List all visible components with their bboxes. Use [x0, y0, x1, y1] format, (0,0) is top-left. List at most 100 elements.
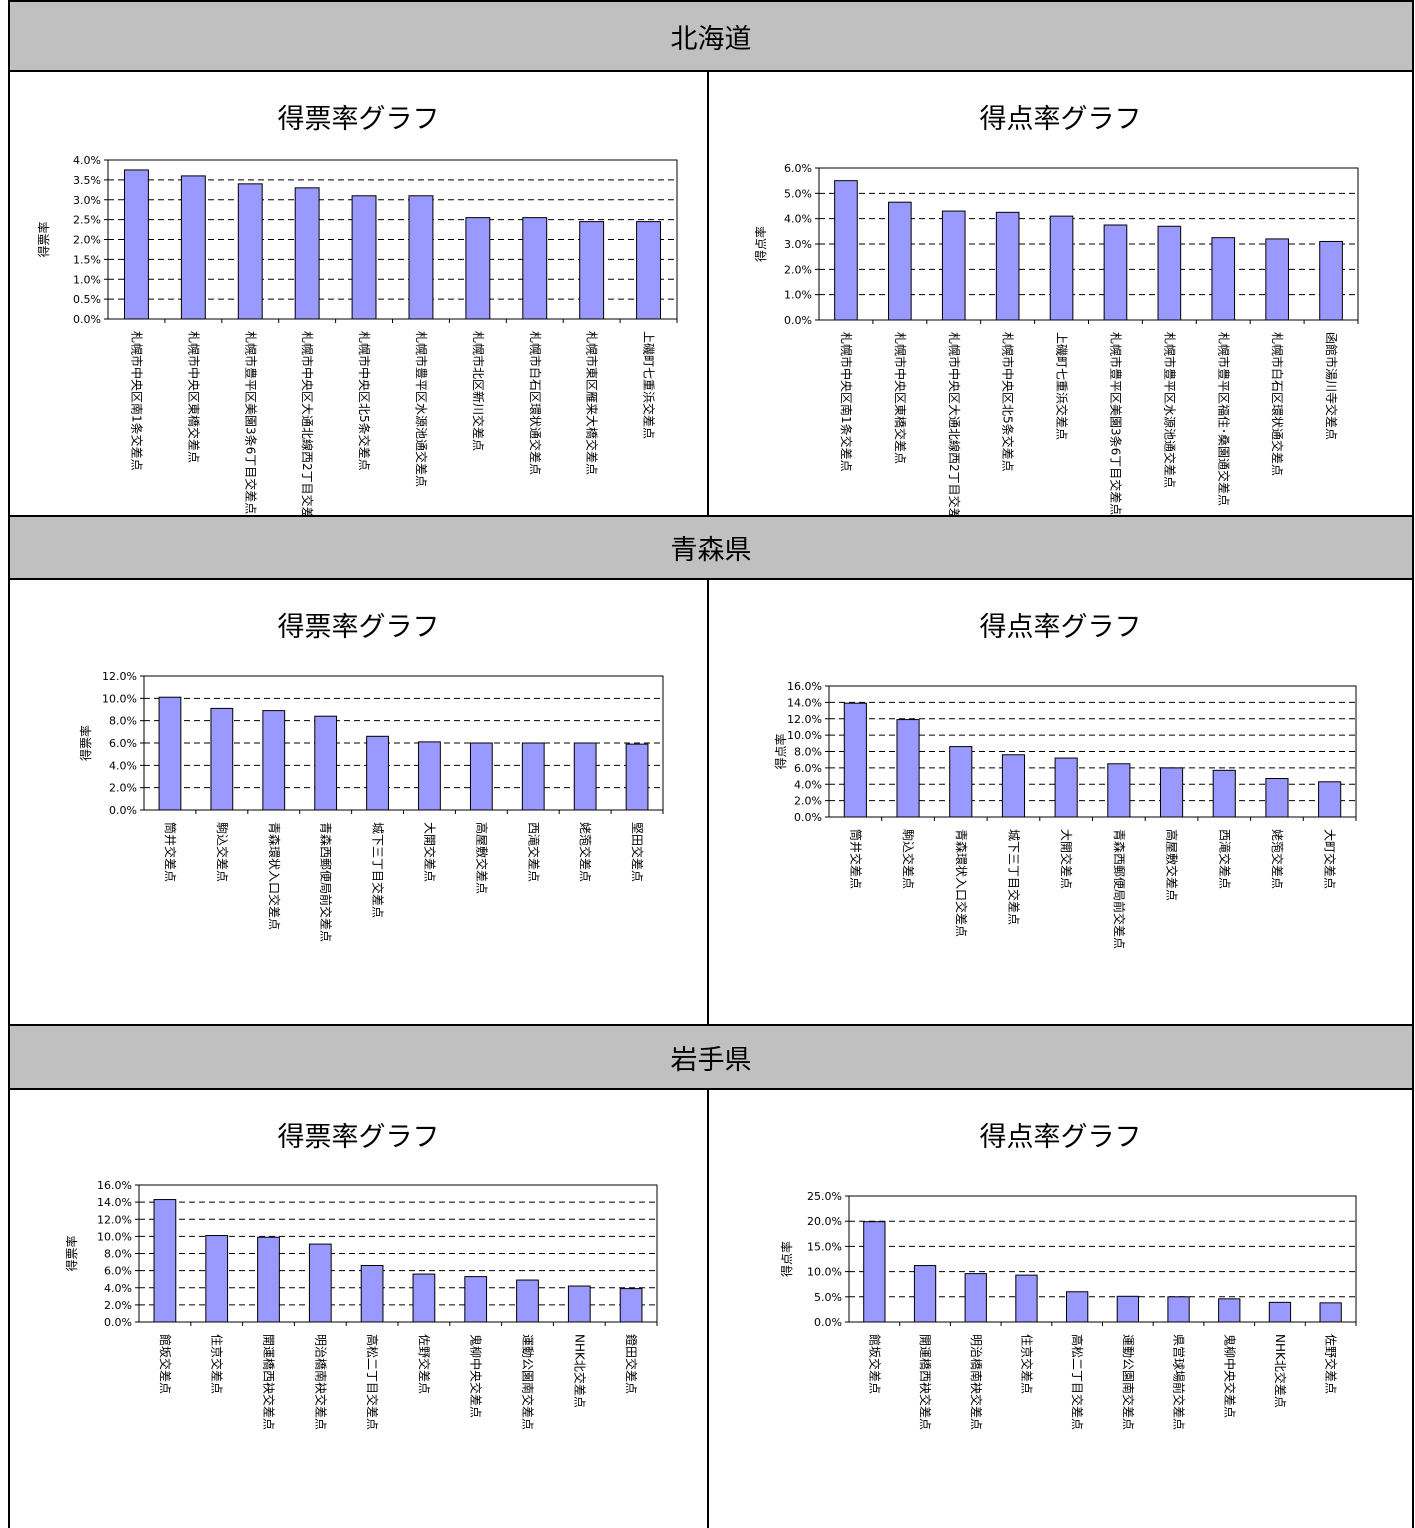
chart-panel: 得点率グラフ 0.0% 1.0% 2.0% 3.0% 4.0% 5.0% 6.0% 得点率 札幌…: [707, 72, 1414, 532]
x-tick-label: 城下三丁目交差点: [371, 822, 386, 918]
x-tick-label: 札幌市中央区大通北線西2丁目交差点: [300, 331, 315, 531]
bar: [567, 1285, 591, 1323]
bar: [158, 696, 182, 811]
x-tick-label: 札幌市中央区南1条交差点: [129, 331, 144, 471]
y-tick-label: 0.0%: [784, 314, 812, 327]
bar: [913, 1265, 937, 1323]
bar: [1049, 215, 1074, 321]
bar: [521, 742, 545, 811]
y-tick-label: 0.0%: [104, 1316, 132, 1329]
y-tick-label: 12.0%: [102, 670, 137, 683]
bar: [636, 221, 661, 320]
x-tick-label: NHK北交差点: [572, 1334, 587, 1408]
x-tick-label: 佐野交差点: [417, 1334, 432, 1394]
bar: [351, 195, 377, 320]
chart-canvas: 0.0% 0.5% 1.0% 1.5% 2.0% 2.5% 3.0% 3.5% 4.0% 得票率札…: [36, 154, 678, 531]
chart-title: 得点率グラフ: [979, 612, 1142, 643]
chart-title: 得点率グラフ: [979, 104, 1142, 135]
x-tick-label: 筒井交差点: [848, 829, 863, 889]
bar: [625, 743, 649, 811]
bar: [412, 1273, 436, 1323]
y-tick-label: 4.0%: [794, 778, 822, 791]
bar: [1265, 238, 1289, 321]
chart-canvas: 0.0% 1.0% 2.0% 3.0% 4.0% 5.0% 6.0% 得点率札幌市中央区南1条…: [753, 162, 1359, 532]
x-tick-label: 札幌市豊平区水源池通交差点: [1162, 332, 1177, 488]
bar: [1001, 754, 1026, 818]
bar: [1319, 240, 1343, 321]
bar: [205, 1235, 229, 1323]
bar: [1157, 225, 1182, 321]
bar: [1103, 224, 1128, 321]
x-tick-label: 明治橋南袂交差点: [313, 1334, 328, 1430]
bar: [1066, 1291, 1089, 1323]
y-tick-label: 6.0%: [794, 762, 822, 775]
bar: [1159, 767, 1184, 818]
x-tick-label: 札幌市東区雁来大橋交差点: [585, 331, 600, 475]
bar: [153, 1199, 177, 1323]
x-tick-label: 県営球場前交差点: [1172, 1334, 1187, 1430]
bar: [314, 715, 338, 811]
bar: [366, 735, 389, 811]
x-tick-label: 姥萢交差点: [1270, 829, 1285, 889]
y-tick-label: 1.0%: [73, 273, 101, 286]
bar: [237, 183, 263, 320]
bar: [896, 719, 920, 818]
y-tick-label: 1.5%: [73, 253, 101, 266]
y-tick-label: 2.0%: [104, 1299, 132, 1312]
y-tick-label: 6.0%: [784, 162, 812, 175]
bar: [418, 741, 441, 811]
y-tick-label: 14.0%: [97, 1196, 132, 1209]
bar: [1268, 1301, 1292, 1323]
x-tick-label: 運動公園南交差点: [521, 1334, 536, 1430]
y-tick-label: 5.0%: [784, 187, 812, 200]
x-tick-label: 住京交差点: [1019, 1334, 1034, 1394]
x-tick-label: 札幌市中央区大通北線西2丁目交差点: [947, 332, 962, 532]
section-header-hokkaido: 北海道: [8, 0, 1414, 72]
x-tick-label: 上磯町七重浜交差点: [642, 331, 657, 439]
y-tick-label: 4.0%: [73, 154, 101, 167]
x-tick-label: 運動公園南交差点: [1121, 1334, 1136, 1430]
chart-canvas: 0.0% 2.0% 4.0% 6.0% 8.0% 10.0% 12.0% 14.0% 16.0%…: [773, 680, 1357, 949]
bar: [579, 221, 605, 320]
x-tick-label: 青森環状入口交差点: [954, 829, 969, 937]
y-tick-label: 8.0%: [109, 715, 137, 728]
y-axis-label: 得票率: [64, 1235, 79, 1271]
y-tick-label: 2.5%: [73, 214, 101, 227]
bar: [1265, 778, 1289, 818]
y-tick-label: 3.5%: [73, 174, 101, 187]
x-tick-label: 高屋敷交差点: [1165, 829, 1180, 901]
chart-panel: 得点率グラフ 0.0% 5.0% 10.0% 15.0% 20.0% 25.0% 得点率 館坂…: [707, 1090, 1414, 1528]
y-axis-label: 得票率: [36, 221, 51, 257]
x-tick-label: 高松二丁目交差点: [1070, 1334, 1085, 1430]
section-header-aomori: 青森県: [8, 515, 1414, 580]
x-tick-label: 開運橋西袂交差点: [262, 1334, 277, 1430]
bar: [1107, 763, 1131, 818]
bar: [1212, 769, 1236, 818]
bar: [995, 211, 1020, 321]
x-tick-label: 札幌市中央区北5条交差点: [357, 331, 372, 471]
bar: [573, 742, 597, 811]
bar: [210, 707, 234, 811]
y-axis-label: 得票率: [78, 725, 93, 761]
bar: [888, 201, 912, 321]
y-tick-label: 3.0%: [73, 194, 101, 207]
x-tick-label: 館坂交差点: [867, 1334, 882, 1394]
y-tick-label: 16.0%: [97, 1179, 132, 1192]
bar: [843, 702, 867, 818]
bar: [308, 1243, 332, 1323]
chart-title: 得票率グラフ: [277, 1122, 440, 1153]
bar: [949, 746, 973, 818]
x-tick-label: 大町交差点: [1323, 829, 1338, 889]
bar: [516, 1279, 539, 1323]
bar: [464, 1276, 488, 1323]
bar: [619, 1288, 643, 1323]
bar: [1015, 1274, 1038, 1323]
bar: [964, 1273, 987, 1323]
x-tick-label: 西滝交差点: [526, 822, 541, 882]
x-tick-label: 筒井交差点: [163, 822, 178, 882]
bar: [1054, 757, 1078, 818]
y-tick-label: 0.5%: [73, 293, 101, 306]
x-tick-label: 函館市湯川寺交差点: [1324, 332, 1339, 440]
bar: [522, 217, 548, 320]
